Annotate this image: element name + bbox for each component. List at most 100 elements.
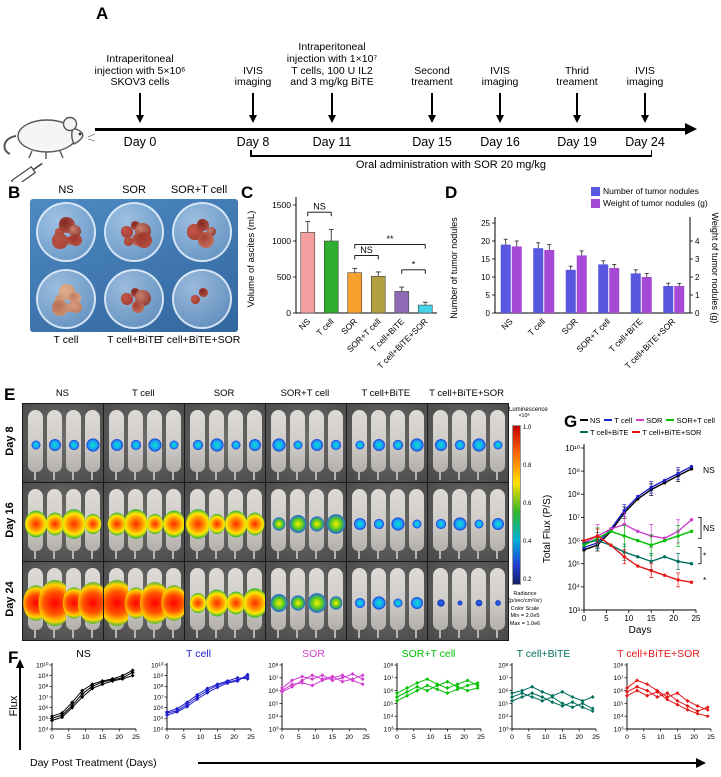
panel-f-individual-flux: F Flux NS 10⁴ 10⁵ 10⁶ 10⁷ 10⁸ 10⁹ 10¹⁰ 0 5 10 15 20 2… <box>0 648 721 777</box>
mouse-image <box>242 568 265 638</box>
svg-text:10⁸: 10⁸ <box>613 662 624 669</box>
svg-text:10⁹: 10⁹ <box>153 673 164 680</box>
mouse-image <box>309 410 324 480</box>
flux-plot-4: T cell+BiTE 10³ 10⁴ 10⁵ 10⁶ 10⁷ 10⁸ 0 5 10 15 20 25 <box>486 648 601 761</box>
mouse-image <box>271 410 286 480</box>
luminescence-spot <box>493 440 502 450</box>
panel-a-label: A <box>96 4 109 23</box>
luminescence-spot <box>475 599 482 607</box>
mouse-image <box>307 568 326 638</box>
legend-swatch-number <box>591 186 600 196</box>
legend-item: Number of tumor nodules <box>591 186 708 196</box>
luminescence-spot <box>309 516 324 532</box>
legend-item: T cell+BiTE <box>580 428 628 437</box>
colorbar-footer: Radiance (p/sec/cm²/sr) Color Scale Min = 2… <box>505 591 545 628</box>
timeline-day-label: Day 16 <box>480 135 520 149</box>
ivis-cell-day16-col0 <box>23 483 103 561</box>
luminescence-spot <box>290 595 305 611</box>
svg-text:20: 20 <box>575 734 583 741</box>
flux-plot-2: SOR 10³ 10⁴ 10⁵ 10⁶ 10⁷ 10⁸ 0 5 10 15 20 25 <box>256 648 371 761</box>
luminescence-spot <box>393 598 402 608</box>
svg-text:10: 10 <box>197 734 205 741</box>
luminescence-spot <box>84 513 101 534</box>
timeline-event-text: Thrid treament <box>556 64 598 89</box>
ivis-cell-day24-col4 <box>347 562 427 640</box>
mouse-image <box>185 489 210 559</box>
ivis-cell-day24-col5 <box>428 562 508 640</box>
timeline-event-arrow <box>431 93 433 116</box>
luminescence-spot <box>270 593 287 612</box>
petri-dish-sor <box>104 202 164 262</box>
svg-text:NS: NS <box>297 316 313 332</box>
svg-text:Weight of tumor nodules (g): Weight of tumor nodules (g) <box>710 213 720 324</box>
svg-text:NS: NS <box>360 245 373 255</box>
bar-weight-1 <box>544 250 555 313</box>
timeline-event-arrow <box>499 93 501 116</box>
legend-item: T cell+BiTE+SOR <box>632 428 701 437</box>
luminescence-spot <box>409 438 424 452</box>
flux-plot-title: T cell+BiTE <box>516 648 571 660</box>
timeline-event-text: IVIS imaging <box>481 64 519 89</box>
luminescence-spot <box>209 438 224 452</box>
mouse-image <box>189 568 206 638</box>
timeline-event-arrowhead-icon <box>248 115 257 123</box>
svg-text:10⁸: 10⁸ <box>153 684 164 691</box>
mouse-image <box>409 489 424 559</box>
panel-c-label: C <box>241 183 254 202</box>
mouse-image <box>471 489 486 559</box>
legend-label: T cell <box>614 415 633 425</box>
flux-legend: NS T cell SOR SOR+T cell T cell+BiTE T cell+B… <box>580 414 721 438</box>
colorbar-tick: 0.4 <box>523 539 532 545</box>
tumor-nodule <box>130 287 140 297</box>
nodules-legend: Number of tumor nodules Weight of tumor … <box>591 186 708 210</box>
svg-text:3: 3 <box>695 255 700 264</box>
timeline-event-arrowhead-icon <box>640 115 649 123</box>
mouse-image <box>490 410 505 480</box>
svg-text:4: 4 <box>695 237 700 246</box>
panel-g-flux-chart: G NS T cell SOR SOR+T cell T cell+BiTE T cell… <box>540 402 721 648</box>
svg-text:10⁵: 10⁵ <box>383 701 394 708</box>
colorbar-footer-line: (p/sec/cm²/sr) <box>508 598 542 605</box>
mouse-image <box>490 489 505 559</box>
mouse-image <box>371 568 386 638</box>
svg-text:15: 15 <box>674 734 682 741</box>
svg-text:10: 10 <box>312 734 320 741</box>
flux-plot-1: T cell 10⁴ 10⁵ 10⁶ 10⁷ 10⁸ 10⁹ 10¹⁰ 0 5 10 15 20 25 <box>141 648 256 761</box>
mouse-image <box>139 568 170 638</box>
svg-text:0: 0 <box>395 734 399 741</box>
tumor-nodule <box>52 300 68 316</box>
luminescence-spot <box>160 584 184 621</box>
luminescence-spot <box>435 518 446 529</box>
luminescence-spot <box>231 440 240 450</box>
luminescence-colorbar: Luminescence ×10⁶ 1.0 0.8 0.6 0.4 0.2 Radian… <box>508 407 548 645</box>
svg-text:10⁶: 10⁶ <box>383 688 394 695</box>
ivis-cell-day16-col5 <box>428 483 508 561</box>
legend-label: SOR <box>646 415 663 425</box>
luminescence-spot <box>310 438 323 451</box>
timeline-event-arrow <box>644 93 646 116</box>
timeline-event-arrowhead-icon <box>427 115 436 123</box>
timeline-event-arrowhead-icon <box>135 115 144 123</box>
ivis-row-header: Day 8 <box>4 426 16 456</box>
luminescence-spot <box>45 512 64 536</box>
mouse-image <box>328 410 343 480</box>
svg-text:25: 25 <box>692 614 701 623</box>
bar-weight-3 <box>609 268 620 313</box>
svg-text:10⁶: 10⁶ <box>268 688 279 695</box>
mouse-image <box>224 489 247 559</box>
flux-axis-arrow <box>19 668 21 750</box>
day-axis-arrowhead-icon <box>696 757 706 768</box>
luminescence-spot <box>474 519 483 529</box>
legend-line <box>580 419 588 421</box>
flux-plot-svg: 10⁴ 10⁵ 10⁶ 10⁷ 10⁸ 10⁹ 10¹⁰ 0 5 10 15 20 25 <box>36 661 140 741</box>
svg-text:5: 5 <box>297 734 301 741</box>
luminescence-spot <box>471 438 486 452</box>
luminescence-spot <box>224 510 247 538</box>
svg-text:Volume of ascites (mL): Volume of ascites (mL) <box>246 211 257 308</box>
svg-text:SOR+T cell: SOR+T cell <box>574 316 612 354</box>
mouse-image <box>433 568 448 638</box>
dish-group-label: SOR <box>122 184 146 196</box>
svg-text:25: 25 <box>481 219 490 228</box>
svg-text:10⁴: 10⁴ <box>568 583 581 592</box>
